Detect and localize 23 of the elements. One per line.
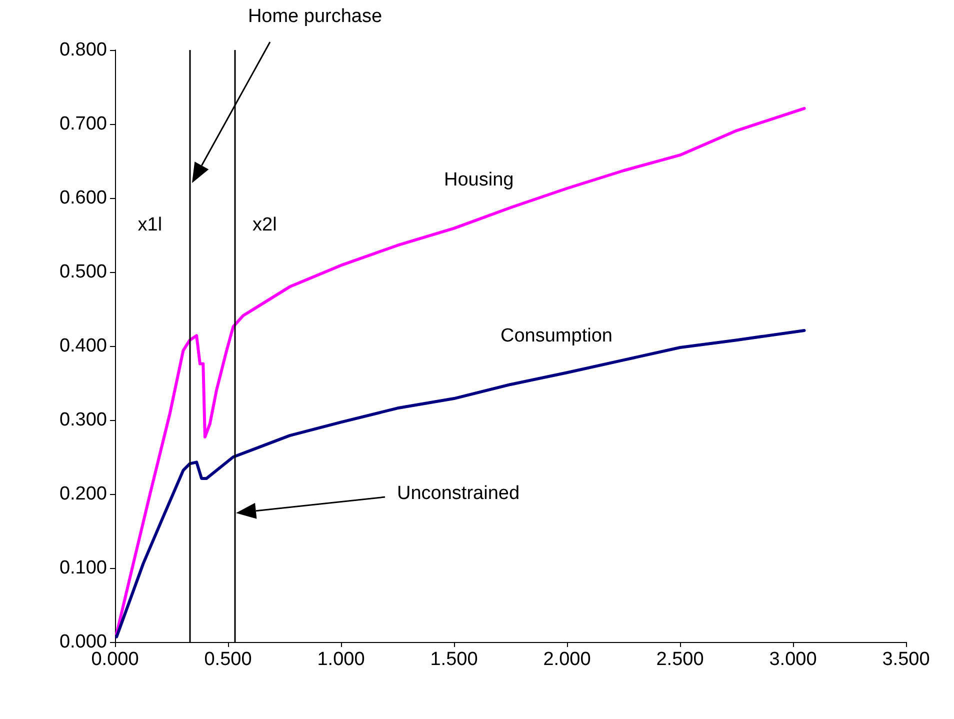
y-tick-label: 0.600: [59, 188, 107, 208]
x-tick-label: 0.500: [204, 649, 252, 670]
x-tick-label: 2.000: [543, 649, 591, 670]
line-series: [115, 328, 806, 638]
x-tick-label: 3.500: [882, 649, 930, 670]
y-tick-label: 0.500: [59, 262, 107, 282]
x-tick-label: 1.000: [317, 649, 365, 670]
series-label: Housing: [444, 169, 514, 190]
ref-line-label: x2l: [252, 214, 277, 236]
x-tick-label: 2.500: [656, 649, 704, 670]
y-tick-label: 0.800: [59, 40, 107, 60]
x-tick-label: 1.500: [430, 649, 478, 670]
y-tick-label: 0.700: [59, 114, 107, 134]
annotation: Unconstrained: [397, 483, 520, 504]
y-tick-label: 0.200: [59, 484, 107, 504]
ref-line-label: x1l: [138, 214, 162, 236]
series-label: Consumption: [500, 325, 612, 346]
y-tick-label: 0.400: [59, 336, 107, 356]
y-tick-label: 0.100: [59, 558, 107, 578]
y-tick-label: 0.300: [59, 410, 107, 430]
text: Home purchase: [248, 6, 382, 27]
x-tick-label: 3.000: [769, 649, 817, 670]
line-series: [115, 106, 806, 636]
